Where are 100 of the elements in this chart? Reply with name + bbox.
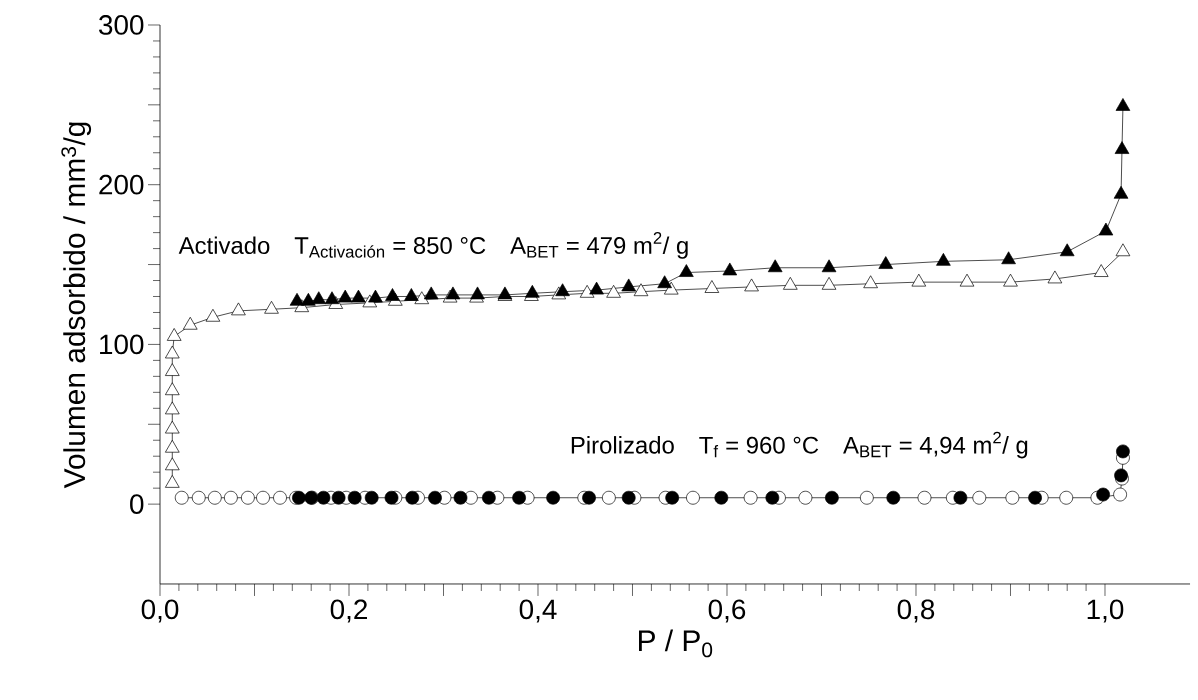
point xyxy=(665,490,680,505)
annotation: $\text{Activado}\quad \text{T}_{\text{Activación}}\text{ = 850 °C}\quad \text{A}_{\text{BET}}\text{ = 479 m}^{\text{2}}\text{/ g}$ xyxy=(178,232,688,259)
point xyxy=(555,283,570,297)
point xyxy=(582,490,596,505)
point xyxy=(621,278,636,292)
point xyxy=(165,420,180,434)
point xyxy=(936,253,951,266)
point xyxy=(384,490,399,505)
point xyxy=(337,289,353,303)
point xyxy=(1047,270,1063,284)
point xyxy=(404,288,419,301)
point xyxy=(207,490,222,505)
point xyxy=(482,490,496,505)
point xyxy=(1113,487,1127,502)
point xyxy=(911,273,927,287)
point xyxy=(1001,251,1016,265)
point xyxy=(512,490,526,505)
point xyxy=(783,276,798,290)
point xyxy=(174,490,189,505)
point xyxy=(301,292,316,306)
point xyxy=(256,490,270,505)
point xyxy=(264,300,279,314)
point xyxy=(744,278,759,292)
point xyxy=(165,363,180,376)
point xyxy=(165,382,180,396)
point xyxy=(657,275,672,289)
point xyxy=(525,284,540,298)
point xyxy=(546,490,560,505)
point xyxy=(878,256,894,269)
point xyxy=(165,457,180,471)
x-tick-label: 1,0 xyxy=(1087,599,1124,623)
point xyxy=(331,490,346,505)
point xyxy=(686,490,700,505)
point xyxy=(1059,490,1074,505)
point xyxy=(289,292,305,306)
point xyxy=(224,490,238,505)
point xyxy=(679,264,694,277)
point xyxy=(1096,487,1110,502)
x-tick-label: 0,8 xyxy=(897,599,935,623)
point xyxy=(1115,243,1131,257)
point xyxy=(602,490,616,505)
point xyxy=(414,291,430,305)
point xyxy=(1098,222,1114,236)
point xyxy=(722,262,738,276)
point xyxy=(165,475,180,488)
point xyxy=(241,490,255,505)
y-axis-title: Volumen adsorbido / mm$^{3}$/g xyxy=(61,122,92,489)
point xyxy=(166,328,182,341)
point xyxy=(1116,444,1130,459)
point xyxy=(1113,185,1129,199)
point xyxy=(1005,490,1020,505)
point xyxy=(714,490,729,505)
point xyxy=(1114,141,1130,154)
point xyxy=(1003,273,1018,287)
point xyxy=(1115,98,1131,111)
point xyxy=(767,259,783,273)
point xyxy=(191,490,206,505)
point xyxy=(273,490,287,505)
point xyxy=(165,345,180,359)
point xyxy=(385,288,400,301)
point xyxy=(953,490,968,505)
point xyxy=(205,308,221,322)
point xyxy=(351,289,366,303)
annotation: $\text{Pirolizado}\quad \text{T}_{\text{f}}\text{ = 960 °C}\quad \text{A}_{\text{BET}}\text{ = 4,94 m}^{\text{2}}\text{/ g}$ xyxy=(571,431,1028,459)
point xyxy=(1028,490,1042,505)
x-tick-label: 0,4 xyxy=(519,599,557,623)
point xyxy=(453,490,468,505)
point xyxy=(917,490,932,505)
point xyxy=(606,284,621,298)
point xyxy=(863,275,878,289)
y-tick-label: 300 xyxy=(99,15,144,35)
point xyxy=(311,291,327,305)
point xyxy=(589,281,604,295)
point xyxy=(959,273,975,287)
point xyxy=(324,291,340,305)
point xyxy=(182,316,198,330)
point xyxy=(364,490,379,505)
x-tick-label: 0,6 xyxy=(708,599,746,623)
x-tick-label: 0,2 xyxy=(330,599,367,623)
y-tick-label: 0 xyxy=(130,494,144,514)
point xyxy=(165,439,180,453)
point xyxy=(743,490,758,505)
point xyxy=(825,490,839,505)
y-tick-label: 100 xyxy=(100,334,144,355)
point xyxy=(886,490,901,505)
point xyxy=(798,490,813,505)
point xyxy=(316,490,331,505)
point xyxy=(765,490,780,505)
y-tick-label: 200 xyxy=(99,174,144,195)
point xyxy=(165,401,180,415)
point xyxy=(428,490,442,505)
point xyxy=(972,490,987,505)
x-tick-label: 0,0 xyxy=(141,599,179,623)
point xyxy=(1059,243,1075,257)
point xyxy=(704,280,720,293)
point xyxy=(621,490,636,505)
x-axis-title: P / P$_{0}$ xyxy=(639,629,713,658)
point xyxy=(423,286,439,300)
point xyxy=(821,259,837,273)
point xyxy=(633,283,649,297)
